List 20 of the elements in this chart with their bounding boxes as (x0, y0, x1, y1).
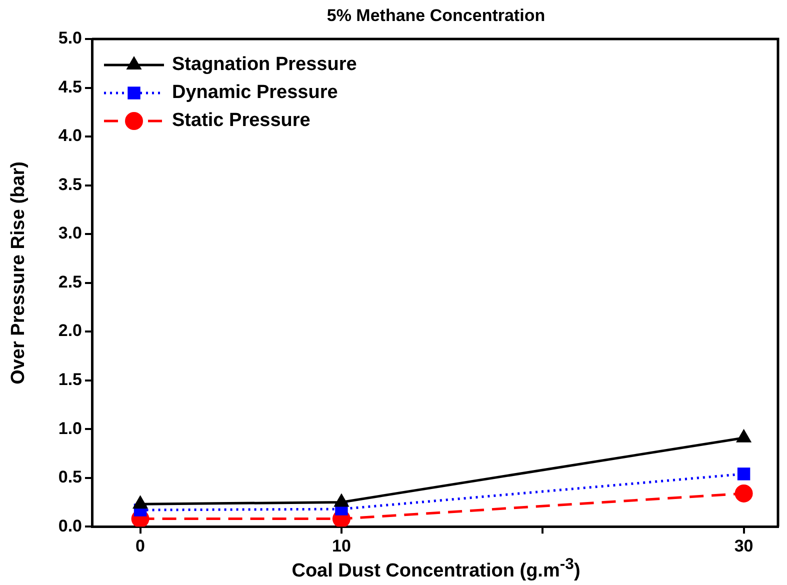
x-tick-label: 0 (136, 536, 146, 556)
y-tick-label: 1.0 (58, 418, 82, 438)
y-tick-label: 2.0 (58, 321, 82, 340)
y-tick-label: 3.0 (58, 224, 82, 243)
legend-label: Dynamic Pressure (172, 82, 338, 104)
y-tick-label: 2.5 (58, 272, 82, 292)
x-tick-label: 10 (332, 536, 351, 556)
legend-label: Stagnation Pressure (172, 54, 357, 76)
y-tick-label: 1.5 (58, 370, 82, 390)
y-tick-label: 5.0 (58, 28, 82, 48)
chart-title: 5% Methane Concentration (326, 6, 546, 26)
y-tick-label: 3.5 (58, 174, 82, 194)
y-tick-label: 0.5 (58, 468, 82, 487)
y-tick-label: 4.5 (58, 77, 82, 96)
x-tick-label: 30 (734, 536, 754, 556)
y-axis-title: Over Pressure Rise (bar) (8, 160, 30, 386)
x-axis-title: Coal Dust Concentration (g.m$^{-3}$) (290, 556, 582, 582)
y-tick-label: 4.0 (58, 126, 82, 146)
legend-label: Static Pressure (172, 110, 310, 132)
y-tick-label: 0.0 (58, 516, 82, 536)
